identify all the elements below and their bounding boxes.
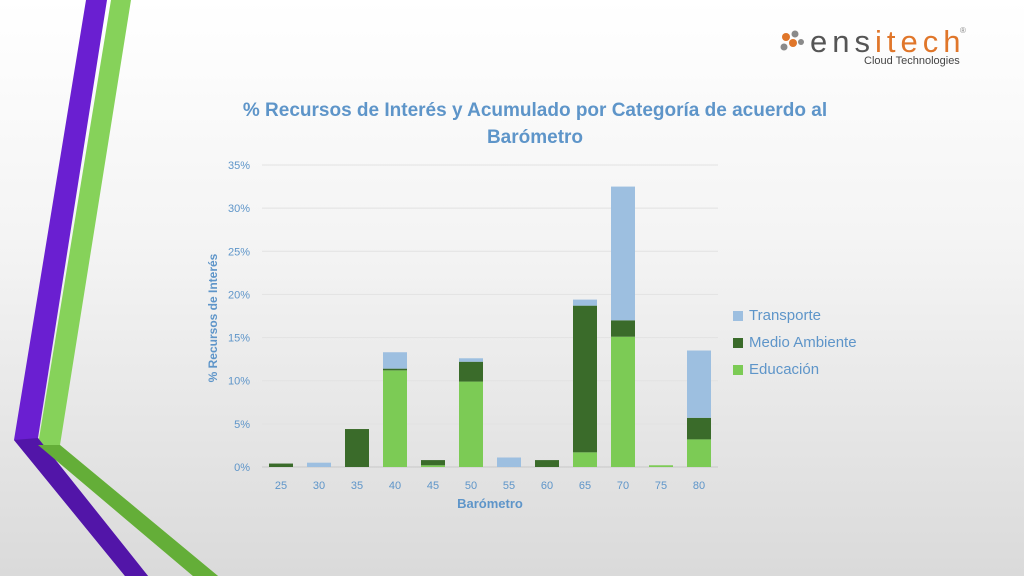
decorative-stripes (14, 0, 218, 576)
x-tick-label: 35 (351, 480, 363, 492)
bar-segment-transporte (307, 462, 331, 467)
y-tick-label: 35% (228, 160, 250, 172)
bar-segment-educaci-n (687, 439, 711, 467)
bar-segment-medio-ambiente (535, 460, 559, 467)
legend-swatch-transporte (733, 310, 743, 321)
bar-segment-transporte (459, 358, 483, 362)
bar-segment-medio-ambiente (611, 320, 635, 337)
x-tick-label: 40 (389, 480, 401, 492)
bar-segment-transporte (573, 299, 597, 306)
bar-segment-medio-ambiente (383, 368, 407, 371)
bar-segment-transporte (687, 350, 711, 418)
logo-tagline: Cloud Technologies (864, 55, 960, 67)
green-stripe-shadow (38, 445, 218, 576)
x-tick-label: 50 (465, 480, 477, 492)
purple-stripe-shadow (14, 438, 148, 576)
x-tick-label: 25 (275, 480, 287, 492)
green-stripe (38, 0, 218, 576)
y-tick-label: 10% (228, 376, 250, 388)
logo-mark-icon (780, 30, 804, 51)
logo-wordmark: ensitech (810, 24, 966, 59)
x-tick-label: 30 (313, 480, 325, 492)
x-tick-label: 75 (655, 480, 667, 492)
bar-segment-educaci-n (611, 336, 635, 467)
legend-swatch-medio-ambiente (733, 337, 743, 348)
bar-segment-educaci-n (383, 370, 407, 467)
bar-segment-educaci-n (421, 465, 445, 467)
bar-segment-medio-ambiente (269, 463, 293, 467)
bar-segment-medio-ambiente (421, 460, 445, 466)
legend-label-transporte: Transporte (749, 307, 821, 324)
y-tick-label: 25% (228, 246, 250, 258)
bar-segment-educaci-n (573, 452, 597, 467)
bar-segment-medio-ambiente (345, 429, 369, 467)
x-tick-label: 55 (503, 480, 515, 492)
x-tick-label: 80 (693, 480, 705, 492)
x-tick-label: 45 (427, 480, 439, 492)
legend-label-medio-ambiente: Medio Ambiente (749, 334, 857, 351)
bar-segment-medio-ambiente (459, 361, 483, 382)
legend-swatch-educacion (733, 364, 743, 375)
x-tick-label: 60 (541, 480, 553, 492)
legend-item-educacion: Educación (733, 356, 857, 383)
y-tick-label: 15% (228, 333, 250, 345)
y-tick-label: 5% (234, 419, 250, 431)
bar-segment-transporte (497, 457, 521, 467)
chart-title: % Recursos de Interés y Acumulado por Ca… (242, 100, 828, 148)
y-tick-label: 20% (228, 289, 250, 301)
legend-item-medio-ambiente: Medio Ambiente (733, 329, 857, 356)
legend: Transporte Medio Ambiente Educación (733, 302, 857, 383)
ensitech-logo: ensitech ® Cloud Technologies (778, 22, 978, 72)
bar-segment-medio-ambiente (687, 417, 711, 440)
logo-registered: ® (960, 26, 966, 35)
legend-item-transporte: Transporte (733, 302, 857, 329)
bar-segment-educaci-n (459, 381, 483, 467)
y-tick-label: 30% (228, 203, 250, 215)
bar-segment-transporte (383, 352, 407, 369)
legend-label-educacion: Educación (749, 361, 820, 378)
x-tick-label: 65 (579, 480, 591, 492)
x-tick-label: 70 (617, 480, 629, 492)
y-tick-label: 0% (234, 462, 250, 474)
bar-segment-educaci-n (649, 465, 673, 467)
purple-stripe (14, 0, 148, 576)
bar-segment-medio-ambiente (573, 305, 597, 453)
x-axis-title: Barómetro (457, 496, 523, 511)
bar-segment-transporte (611, 186, 635, 321)
